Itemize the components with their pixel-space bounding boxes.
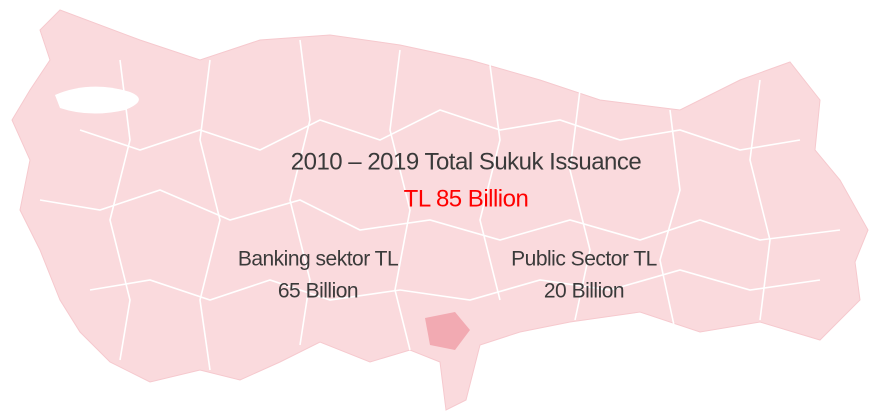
sector-label: Banking sektor TL xyxy=(238,248,398,271)
turkey-map xyxy=(11,9,869,411)
sector-amount: 20 Billion xyxy=(544,280,624,303)
highlighted-province xyxy=(425,312,470,350)
title: 2010 – 2019 Total Sukuk Issuance xyxy=(291,148,642,175)
sector-amount: 65 Billion xyxy=(278,280,358,303)
province-borders xyxy=(39,39,841,371)
total: TL 85 Billion xyxy=(404,185,529,212)
sector-label: Public Sector TL xyxy=(511,248,657,271)
marmara-sea xyxy=(55,86,139,114)
